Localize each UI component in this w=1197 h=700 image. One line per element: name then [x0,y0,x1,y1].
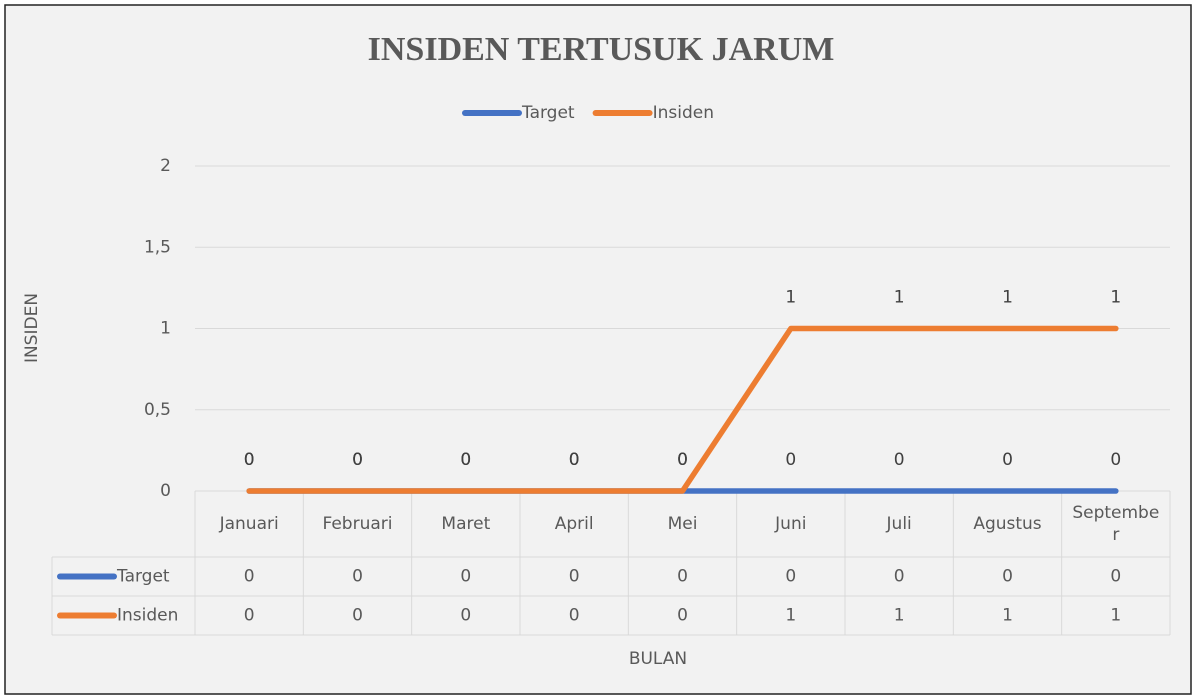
table-cell: 0 [569,606,580,626]
chart-title: INSIDEN TERTUSUK JARUM [368,31,835,68]
data-label: 0 [1110,450,1121,470]
data-label: 0 [244,450,255,470]
data-label: 0 [894,450,905,470]
data-label: 0 [460,450,471,470]
y-tick-label: 0,5 [144,400,171,420]
series-line [246,325,1119,494]
table-cell: 0 [894,567,905,587]
data-label: 0 [569,450,580,470]
y-tick-label: 0 [160,481,171,501]
data-label: 1 [894,288,905,308]
x-tick-label: Septembe r [1072,503,1159,545]
table-cell: 0 [677,567,688,587]
data-label: 0 [460,450,471,470]
data-label: 0 [352,450,363,470]
x-tick-label: Agustus [973,514,1041,534]
legend-label: Insiden [653,103,714,123]
legend-label: Target [521,103,575,123]
table-cell: 0 [1110,567,1121,587]
data-label: 0 [677,450,688,470]
data-label: 0 [352,450,363,470]
x-tick-label: Maret [441,514,490,534]
table-cell: 0 [1002,567,1013,587]
y-tick-label: 1 [160,319,171,339]
data-label: 0 [785,450,796,470]
table-cell: 0 [677,606,688,626]
table-cell: 1 [1002,606,1013,626]
x-tick-label: Juni [774,514,806,534]
x-tick-label: Januari [219,514,279,534]
data-label: 1 [785,288,796,308]
chart-frame [4,4,1192,695]
x-tick-label: Juli [886,514,912,534]
x-tick-label: April [555,514,594,534]
table-cell: 0 [244,606,255,626]
table-row-label: Insiden [117,606,178,626]
table-cell: 0 [785,567,796,587]
table-cell: 1 [894,606,905,626]
table-cell: 0 [569,567,580,587]
data-label: 1 [1002,288,1013,308]
table-cell: 1 [785,606,796,626]
table-cell: 0 [460,567,471,587]
table-cell: 1 [1110,606,1121,626]
table-cell: 0 [352,567,363,587]
data-label: 1 [1110,288,1121,308]
x-axis-title: BULAN [629,649,687,669]
table-cell: 0 [460,606,471,626]
x-tick-label: Mei [668,514,698,534]
y-axis-title: INSIDEN [22,293,42,363]
y-tick-label: 2 [160,156,171,176]
x-tick-label: Februari [323,514,393,534]
table-cell: 0 [352,606,363,626]
data-label: 0 [244,450,255,470]
table-cell: 0 [244,567,255,587]
data-label: 0 [569,450,580,470]
y-tick-label: 1,5 [144,237,171,257]
data-label: 0 [1002,450,1013,470]
data-label: 0 [677,450,688,470]
table-row-label: Target [116,567,170,587]
